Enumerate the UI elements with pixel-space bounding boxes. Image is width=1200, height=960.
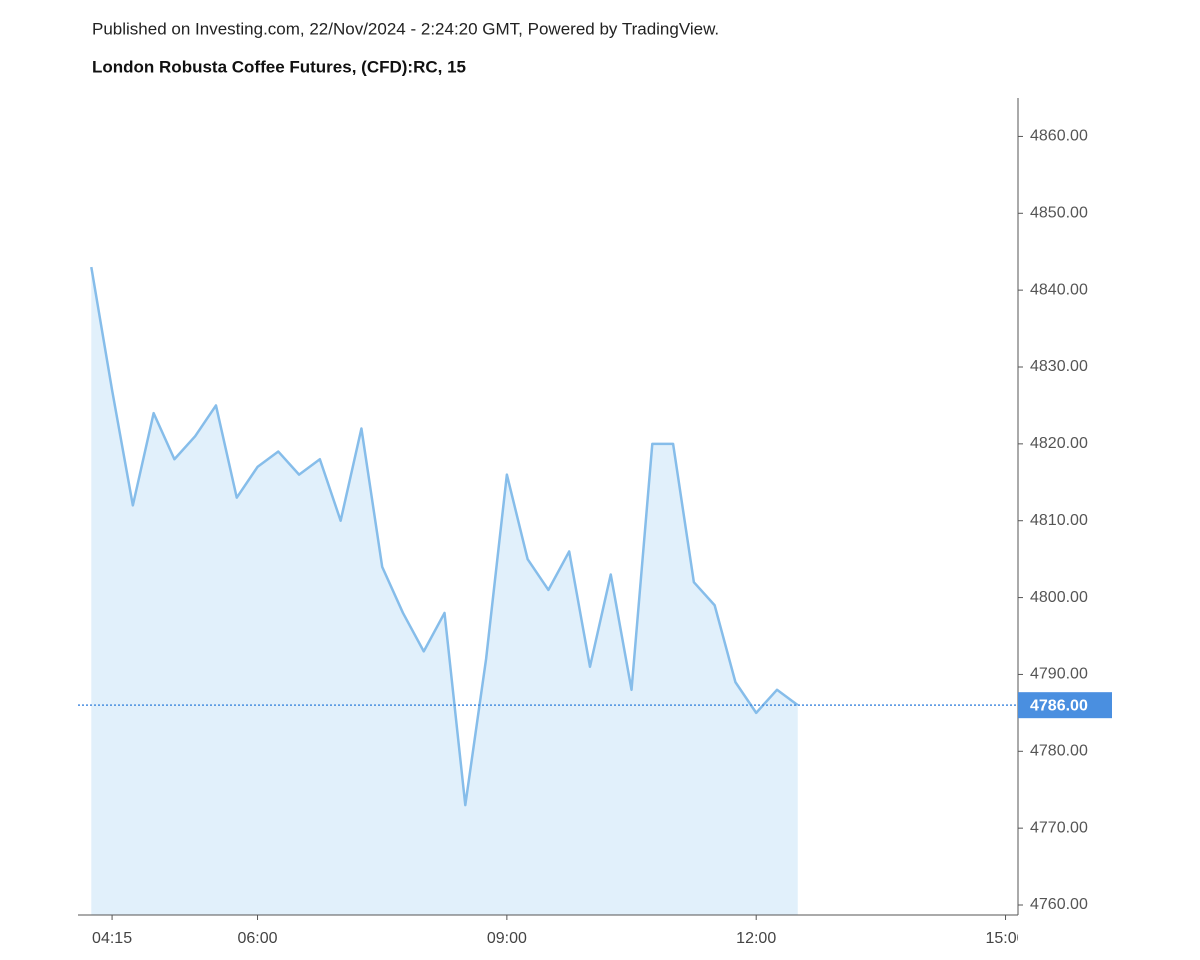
price-line	[90, 266, 799, 807]
x-tick-label: 09:00	[487, 930, 527, 947]
x-tick-label: 06:00	[237, 930, 277, 947]
last-price-label: 4786.00	[1030, 697, 1088, 714]
y-tick-label: 4810.00	[1030, 512, 1088, 529]
x-tick-label: 15:00	[986, 930, 1026, 947]
x-tick-label: 12:00	[736, 930, 776, 947]
y-tick-label: 4820.00	[1030, 435, 1088, 452]
y-tick-label: 4840.00	[1030, 281, 1088, 298]
y-tick-label: 4850.00	[1030, 205, 1088, 222]
y-tick-label: 4790.00	[1030, 666, 1088, 683]
y-tick-label: 4800.00	[1030, 589, 1088, 606]
y-tick-label: 4780.00	[1030, 743, 1088, 760]
last-price-badge	[1018, 692, 1112, 719]
x-tick-label: 04:15	[92, 930, 132, 947]
y-tick-label: 4770.00	[1030, 819, 1088, 836]
x-ticks: 04:15 06:00 09:00 12:00 15:00	[92, 930, 1026, 947]
header: Published on Investing.com, 22/Nov/2024 …	[92, 19, 719, 38]
y-tick-label: 4860.00	[1030, 128, 1088, 145]
y-tick-label: 4830.00	[1030, 358, 1088, 375]
area-fill	[91, 267, 798, 915]
y-tick-label: 4760.00	[1030, 896, 1088, 913]
chart-title: London Robusta Coffee Futures, (CFD):RC,…	[92, 57, 466, 76]
